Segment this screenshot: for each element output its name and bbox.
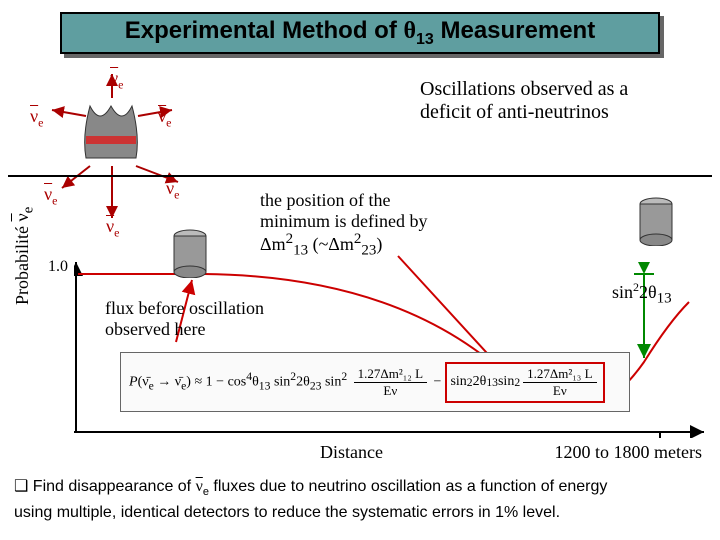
distance-label: Distance xyxy=(320,442,383,463)
f-s13: 13 xyxy=(259,379,271,392)
flux-l1: flux before oscillation xyxy=(105,298,264,318)
title-prefix: Experimental Method of xyxy=(125,17,404,44)
title-box: Experimental Method of θ13 Measurement xyxy=(60,12,660,54)
b2: using multiple, identical detectors to r… xyxy=(14,504,560,521)
f-close: ) xyxy=(186,374,191,389)
title-sub: 13 xyxy=(416,31,434,48)
f-arr: → xyxy=(154,374,175,389)
f-cos4: cos xyxy=(228,374,247,389)
nue-label-1: νe xyxy=(110,68,123,93)
nue-label-5: νe xyxy=(166,178,179,203)
pos-l3b: 2 xyxy=(286,231,294,247)
f-s23: 23 xyxy=(310,379,322,392)
f-th23: θ xyxy=(303,374,310,389)
pos-l2: minimum is defined by xyxy=(260,211,427,231)
f-frac1d: Eν xyxy=(379,383,401,399)
f-sin2b: sin xyxy=(325,374,341,389)
nue-label-3: νe xyxy=(158,106,171,131)
f-sin2: sin xyxy=(274,374,290,389)
f-frac2d: Eν xyxy=(549,383,571,399)
title-theta: θ xyxy=(403,18,416,44)
f-th13b: θ xyxy=(480,374,487,390)
baseline xyxy=(8,175,712,177)
sin-label: sin22θ13 xyxy=(612,280,672,308)
flux-text: flux before oscillation observed here xyxy=(105,298,315,339)
one-label: 1.0 xyxy=(48,258,68,276)
f-two2: 2 xyxy=(473,374,480,390)
reactor xyxy=(82,96,140,162)
prob-nu: ν xyxy=(12,213,32,221)
oscillation-text: Oscillations observed as a deficit of an… xyxy=(420,78,690,124)
prob-a: Probabilité xyxy=(12,222,32,306)
f-sin2c: sin xyxy=(450,374,466,390)
pos-l3f: 23 xyxy=(361,243,376,259)
sin-a: sin xyxy=(612,282,633,302)
sin-d: 13 xyxy=(657,291,672,307)
pos-l3a: Δm xyxy=(260,234,286,254)
f-frac1n: 1.27Δm²₁₂ L xyxy=(354,366,427,383)
flux-l2: observed here xyxy=(105,319,205,339)
probability-axis-label: Probabilité νe xyxy=(12,207,38,305)
pos-l3c: 13 xyxy=(293,243,308,259)
title-suffix: Measurement xyxy=(434,17,595,44)
b1b: ν xyxy=(196,478,203,495)
b1d: fluxes due to neutrino oscillation as a … xyxy=(209,478,607,495)
f-s13b: 13 xyxy=(486,376,498,389)
b1a: Find disappearance of xyxy=(33,478,196,495)
f-sin2d: sin xyxy=(498,374,514,390)
bullet-icon-1: ❑ xyxy=(14,478,33,495)
pos-l3d: (~Δm xyxy=(308,234,354,254)
f-approx: ≈ 1 − xyxy=(194,374,227,389)
nue-label-6: νe xyxy=(106,216,119,241)
f-frac2n: 1.27Δm²₁₃ L xyxy=(523,366,596,383)
meters-label: 1200 to 1800 meters xyxy=(555,442,702,463)
osc-l1: Oscillations observed as a xyxy=(420,78,628,100)
f-sup2d: 2 xyxy=(514,376,520,389)
nue-label-4: νe xyxy=(44,184,57,209)
far-detector xyxy=(636,196,676,246)
formula-box: P(ν̄e → ν̄e) ≈ 1 − cos4θ13 sin22θ23 sin2… xyxy=(120,352,630,412)
nue-label-2: νe xyxy=(30,106,43,131)
position-text: the position of the minimum is defined b… xyxy=(260,190,510,260)
f-th13: θ xyxy=(252,374,259,389)
sin-c: 2θ xyxy=(639,282,657,302)
f-p: P xyxy=(129,374,138,389)
pos-l3g: ) xyxy=(376,234,382,254)
pos-l1: the position of the xyxy=(260,190,390,210)
f-minus: − xyxy=(434,374,442,389)
f-sup2b: 2 xyxy=(341,370,347,383)
reactor-svg xyxy=(82,96,140,162)
osc-l2: deficit of anti-neutrinos xyxy=(420,101,609,123)
bullet-1: ❑ Find disappearance of νe fluxes due to… xyxy=(14,476,607,501)
bullet-2: using multiple, identical detectors to r… xyxy=(14,502,560,524)
near-detector xyxy=(170,228,210,278)
prob-sub: e xyxy=(21,207,37,214)
